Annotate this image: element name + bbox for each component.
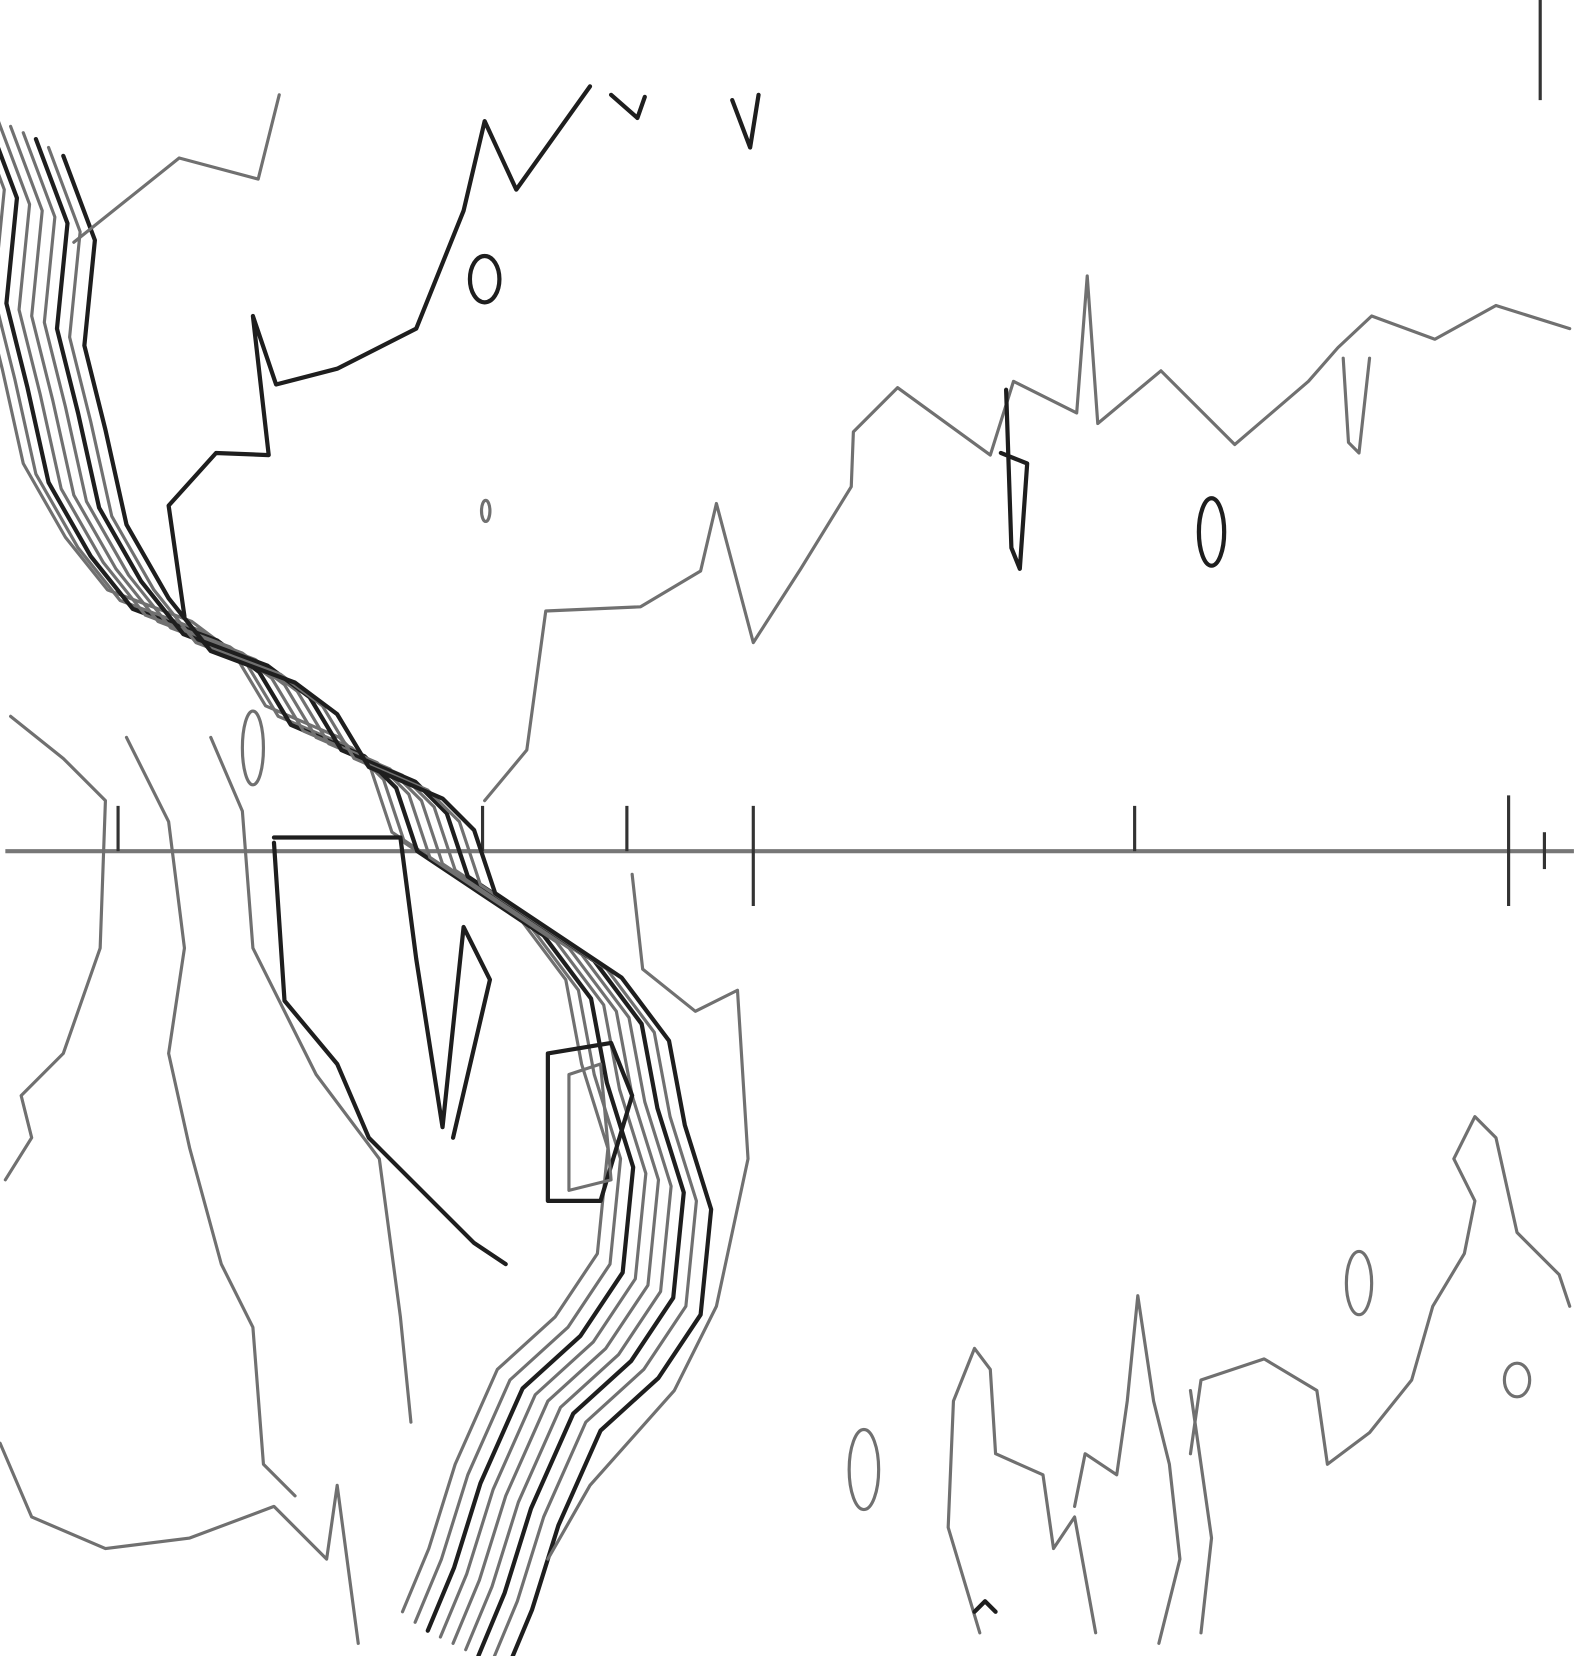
contour-loop bbox=[847, 1427, 881, 1512]
contour-line bbox=[946, 1346, 1098, 1635]
contour-line bbox=[271, 840, 508, 1267]
contour-line bbox=[1188, 1388, 1214, 1635]
contour-line bbox=[567, 1062, 613, 1192]
contour-line bbox=[0, 114, 633, 1631]
contour-line bbox=[0, 1441, 360, 1645]
contour-band bbox=[0, 93, 711, 1656]
contour-loop bbox=[1196, 496, 1227, 568]
contour-line bbox=[998, 387, 1030, 571]
contour-line bbox=[546, 872, 750, 1561]
contour-line bbox=[21, 131, 673, 1652]
contour-loop bbox=[479, 498, 492, 524]
contour-loop bbox=[972, 1599, 998, 1614]
contour-line bbox=[72, 93, 281, 244]
contour-line bbox=[483, 274, 1572, 803]
contour-line bbox=[166, 84, 593, 619]
contour-line bbox=[3, 714, 108, 1182]
contour-line bbox=[124, 735, 297, 1498]
contour-line bbox=[9, 124, 661, 1645]
contour-line bbox=[1341, 356, 1372, 455]
contour-line bbox=[209, 735, 413, 1424]
contour-line bbox=[0, 103, 623, 1624]
contour-line bbox=[1188, 1115, 1572, 1466]
contour-line bbox=[271, 835, 493, 1140]
contour-line bbox=[63, 156, 711, 1656]
contour-line bbox=[608, 92, 761, 150]
contour-loop bbox=[1344, 1249, 1374, 1317]
contour-line bbox=[36, 139, 684, 1656]
contour-line bbox=[545, 1040, 635, 1204]
contour-line bbox=[1073, 1294, 1182, 1645]
contour-line bbox=[0, 118, 648, 1639]
contour-loop bbox=[1502, 1361, 1532, 1399]
contour-loop bbox=[240, 709, 266, 787]
contour-loop bbox=[467, 253, 502, 305]
